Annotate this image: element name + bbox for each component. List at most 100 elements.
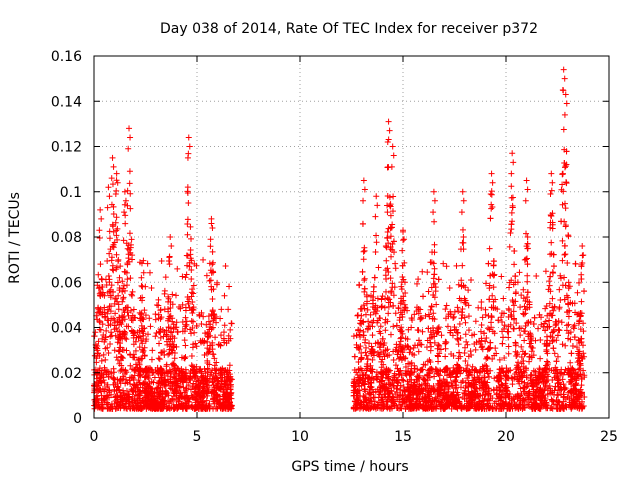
data-point <box>199 399 206 406</box>
data-point <box>518 370 525 377</box>
data-point <box>517 385 524 392</box>
data-point <box>527 318 534 325</box>
data-point <box>509 405 516 412</box>
data-point <box>361 244 368 251</box>
data-point <box>483 355 490 362</box>
data-point <box>443 263 450 270</box>
data-point <box>366 340 373 347</box>
data-point <box>447 374 454 381</box>
data-point <box>559 376 566 383</box>
data-point <box>108 254 115 261</box>
data-point <box>509 218 516 225</box>
data-point <box>215 380 222 387</box>
data-point <box>94 347 101 354</box>
data-point <box>417 341 424 348</box>
data-point <box>99 311 106 318</box>
data-point <box>520 357 527 364</box>
data-point <box>104 258 111 265</box>
data-point <box>414 372 421 379</box>
data-point <box>119 346 126 353</box>
chart-title: Day 038 of 2014, Rate Of TEC Index for r… <box>160 21 538 37</box>
data-point <box>370 300 377 307</box>
data-point <box>461 390 468 397</box>
data-point <box>454 362 461 369</box>
data-point <box>568 380 575 387</box>
y-axis-label: ROTI / TECUs <box>7 192 23 284</box>
data-point <box>113 387 120 394</box>
data-point <box>357 317 364 324</box>
data-point <box>458 277 465 284</box>
data-point <box>465 327 472 334</box>
data-point <box>127 307 134 314</box>
data-point <box>393 385 400 392</box>
data-point <box>507 367 514 374</box>
data-point <box>561 164 568 171</box>
data-point <box>416 383 423 390</box>
data-point <box>549 377 556 384</box>
data-point <box>394 389 401 396</box>
data-point <box>387 331 394 338</box>
data-point <box>465 392 472 399</box>
data-point <box>209 346 216 353</box>
data-point <box>514 279 521 286</box>
data-point <box>227 383 234 390</box>
y-tick-label: 0.04 <box>51 321 82 337</box>
data-point <box>572 309 579 316</box>
data-point <box>399 311 406 318</box>
data-point <box>405 360 412 367</box>
data-point <box>144 381 151 388</box>
y-tick-label: 0.08 <box>51 230 82 246</box>
data-point <box>184 231 191 238</box>
data-point <box>210 373 217 380</box>
data-point <box>101 395 108 402</box>
data-point <box>390 292 397 299</box>
data-point <box>462 331 469 338</box>
data-point <box>543 333 550 340</box>
data-point <box>194 390 201 397</box>
data-point <box>117 367 124 374</box>
data-point <box>365 318 372 325</box>
data-point <box>102 356 109 363</box>
data-point <box>136 395 143 402</box>
data-point <box>373 239 380 246</box>
data-point <box>489 179 496 186</box>
data-point <box>455 336 462 343</box>
data-point <box>447 329 454 336</box>
data-point <box>386 202 393 209</box>
data-point <box>571 322 578 329</box>
data-point <box>452 396 459 403</box>
data-point <box>126 125 133 132</box>
data-point <box>428 303 435 310</box>
data-point <box>549 338 556 345</box>
data-point <box>447 393 454 400</box>
data-point <box>201 385 208 392</box>
data-point <box>187 223 194 230</box>
data-point <box>524 294 531 301</box>
data-point <box>537 394 544 401</box>
data-point <box>110 241 117 248</box>
data-point <box>414 326 421 333</box>
data-point <box>487 392 494 399</box>
data-point <box>391 284 398 291</box>
data-point <box>174 382 181 389</box>
data-point <box>420 293 427 300</box>
data-point <box>576 279 583 286</box>
data-point <box>425 325 432 332</box>
data-point <box>402 405 409 412</box>
data-point <box>364 375 371 382</box>
data-point <box>395 347 402 354</box>
data-point <box>363 293 370 300</box>
data-point <box>184 154 191 161</box>
data-point <box>357 333 364 340</box>
data-point <box>350 333 357 340</box>
data-point <box>486 345 493 352</box>
data-point <box>459 262 466 269</box>
data-point <box>419 268 426 275</box>
data-point <box>184 262 191 269</box>
data-point <box>406 389 413 396</box>
data-point <box>459 188 466 195</box>
data-point <box>100 351 107 358</box>
data-point <box>562 251 569 258</box>
data-point <box>191 364 198 371</box>
data-point <box>110 288 117 295</box>
